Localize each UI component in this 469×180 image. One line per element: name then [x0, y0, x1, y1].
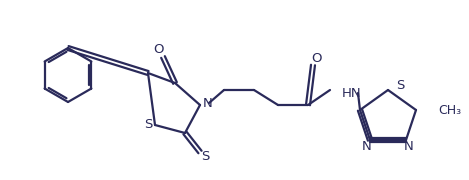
Text: CH₃: CH₃ — [438, 103, 461, 116]
Text: S: S — [201, 150, 209, 163]
Text: O: O — [311, 51, 321, 64]
Text: S: S — [396, 78, 404, 91]
Text: O: O — [153, 42, 163, 55]
Text: N: N — [203, 96, 213, 109]
Text: N: N — [404, 141, 414, 154]
Text: S: S — [144, 118, 152, 130]
Text: N: N — [362, 141, 372, 154]
Text: HN: HN — [342, 87, 362, 100]
